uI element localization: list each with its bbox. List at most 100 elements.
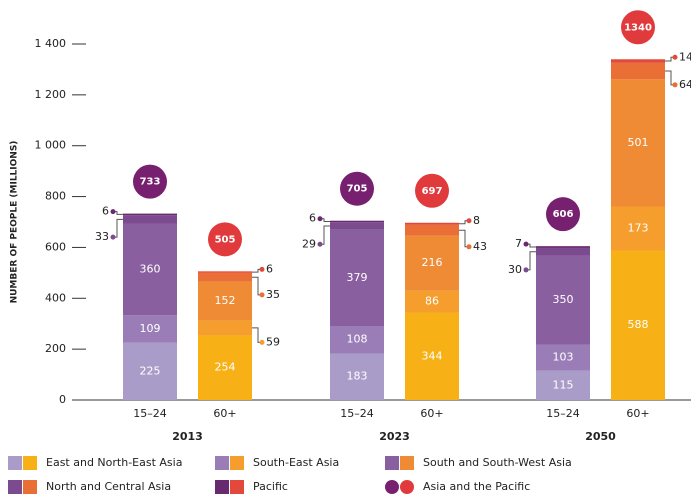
value-label: 183: [347, 370, 368, 383]
bar-segment: [611, 62, 665, 80]
total-marker: [415, 173, 449, 208]
value-label: 173: [628, 221, 649, 234]
value-label: 7: [515, 237, 522, 250]
bar-segment: [198, 272, 252, 282]
y-tick-label: 1 400: [35, 37, 67, 50]
total-marker: [208, 222, 242, 257]
legend-label: Pacific: [253, 480, 288, 493]
total-marker: [133, 164, 167, 199]
bar-segment: [536, 246, 590, 248]
legend-swatch: [400, 480, 414, 494]
x-tick-label: 15–24: [546, 407, 580, 420]
y-tick-label: 1 200: [35, 88, 67, 101]
legend-swatch: [385, 480, 399, 494]
group-label: 2023: [379, 430, 410, 443]
bar-segment: [330, 229, 384, 327]
callout-dot: [523, 267, 529, 273]
total-label: 606: [553, 209, 574, 220]
bar-segment: [123, 213, 177, 216]
group-label: 2013: [172, 430, 203, 443]
total-label: 705: [347, 184, 368, 195]
bar-segment: [405, 290, 459, 313]
bar-segment: [611, 206, 665, 251]
x-tick-label: 15–24: [340, 407, 374, 420]
legend-label: North and Central Asia: [46, 480, 171, 493]
value-label: 30: [508, 263, 522, 276]
bar-segment: [123, 342, 177, 400]
callout-dot: [672, 82, 678, 88]
callout-dot: [110, 209, 116, 215]
callout-line: [665, 70, 675, 86]
bar-segment: [198, 320, 252, 336]
bar-segment: [330, 326, 384, 354]
total-label: 505: [215, 234, 236, 245]
value-label: 6: [102, 205, 109, 218]
value-label: 35: [266, 288, 280, 301]
callout-line: [113, 218, 123, 238]
y-tick-label: 200: [45, 342, 66, 355]
value-label: 152: [215, 294, 236, 307]
callout-dot: [259, 266, 265, 272]
y-tick-label: 400: [45, 291, 66, 304]
legend-swatch: [385, 456, 399, 470]
value-label: 501: [628, 136, 649, 149]
total-label: 697: [422, 186, 443, 197]
legend-swatch: [215, 480, 229, 494]
value-label: 14: [679, 50, 691, 63]
bar-segment: [536, 255, 590, 345]
bar-segment: [405, 312, 459, 400]
bar-segment: [198, 335, 252, 400]
value-label: 225: [140, 364, 161, 377]
y-axis-label: NUMBER OF PEOPLE (MILLIONS): [10, 141, 20, 304]
x-tick-label: 60+: [213, 407, 236, 420]
legend-swatch: [23, 480, 37, 494]
legend-swatch: [215, 456, 229, 470]
total-label: 1340: [624, 22, 652, 33]
value-label: 86: [425, 295, 439, 308]
value-label: 6: [266, 262, 273, 275]
group-label: 2050: [585, 430, 616, 443]
bar-segment: [536, 370, 590, 400]
y-tick-label: 600: [45, 240, 66, 253]
x-tick-label: 60+: [626, 407, 649, 420]
total-marker: [340, 171, 374, 206]
callout-dot: [259, 339, 265, 345]
value-label: 588: [628, 318, 649, 331]
callout-dot: [466, 244, 472, 250]
callout-line: [459, 229, 469, 248]
callout-line: [320, 225, 330, 245]
bar-segment: [123, 315, 177, 343]
value-label: 360: [140, 262, 161, 275]
bar-segment: [611, 250, 665, 400]
value-label: 108: [347, 333, 368, 346]
callout-line: [526, 251, 536, 271]
legend-label: South-East Asia: [253, 456, 339, 469]
bar-segment: [198, 271, 252, 273]
callout-line: [252, 276, 262, 296]
bar-segment: [536, 344, 590, 371]
total-label: 733: [140, 177, 161, 188]
value-label: 254: [215, 361, 236, 374]
value-label: 109: [140, 322, 161, 335]
callout-dot: [317, 241, 323, 247]
callout-dot: [110, 234, 116, 240]
bar-segment: [123, 223, 177, 316]
legend-swatch: [8, 456, 22, 470]
callout-dot: [466, 218, 472, 224]
value-label: 64: [679, 78, 691, 91]
value-label: 216: [422, 256, 443, 269]
y-tick-label: 1 000: [35, 139, 67, 152]
value-label: 350: [553, 293, 574, 306]
y-tick-label: 800: [45, 190, 66, 203]
bar-segment: [330, 222, 384, 230]
value-label: 43: [473, 240, 487, 253]
total-marker: [621, 10, 655, 45]
value-label: 33: [95, 230, 109, 243]
value-label: 379: [347, 271, 368, 284]
legend-label: South and South-West Asia: [423, 456, 572, 469]
value-label: 103: [553, 351, 574, 364]
legend-swatch: [230, 480, 244, 494]
x-tick-label: 15–24: [133, 407, 167, 420]
bar-segment: [330, 353, 384, 400]
